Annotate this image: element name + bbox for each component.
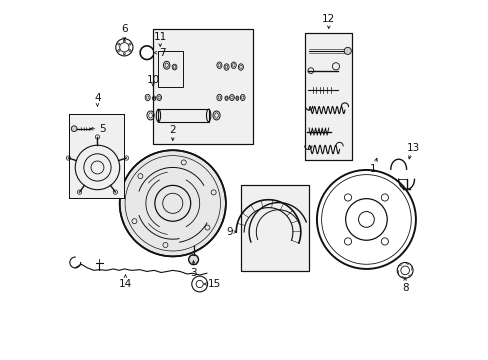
Bar [153,30,253,144]
Text: 11: 11 [153,32,166,41]
Bar [158,109,208,122]
Circle shape [344,47,351,54]
Text: 3: 3 [190,268,197,278]
Circle shape [123,40,125,42]
Text: 7: 7 [159,48,165,58]
Text: 5: 5 [100,124,106,134]
Text: 4: 4 [94,93,101,103]
Text: 1: 1 [369,164,376,174]
Circle shape [129,43,131,45]
Bar [153,30,253,144]
Bar [241,185,308,271]
Circle shape [129,49,131,51]
Text: 12: 12 [322,14,335,24]
Circle shape [120,150,225,256]
Bar [241,185,308,271]
Text: 9: 9 [226,227,233,237]
Text: 10: 10 [146,75,159,85]
Circle shape [118,49,120,51]
Bar [305,33,351,160]
Bar [305,33,351,160]
Circle shape [123,53,125,55]
Text: 14: 14 [119,279,132,289]
Circle shape [118,43,120,45]
Text: 2: 2 [169,125,176,135]
Bar [69,114,124,198]
Text: 15: 15 [207,279,220,289]
Bar [69,114,124,198]
Circle shape [188,255,198,265]
Text: 13: 13 [406,143,419,153]
Text: 6: 6 [121,24,127,35]
Bar [158,51,183,87]
Text: 8: 8 [401,283,407,293]
Circle shape [71,126,77,132]
